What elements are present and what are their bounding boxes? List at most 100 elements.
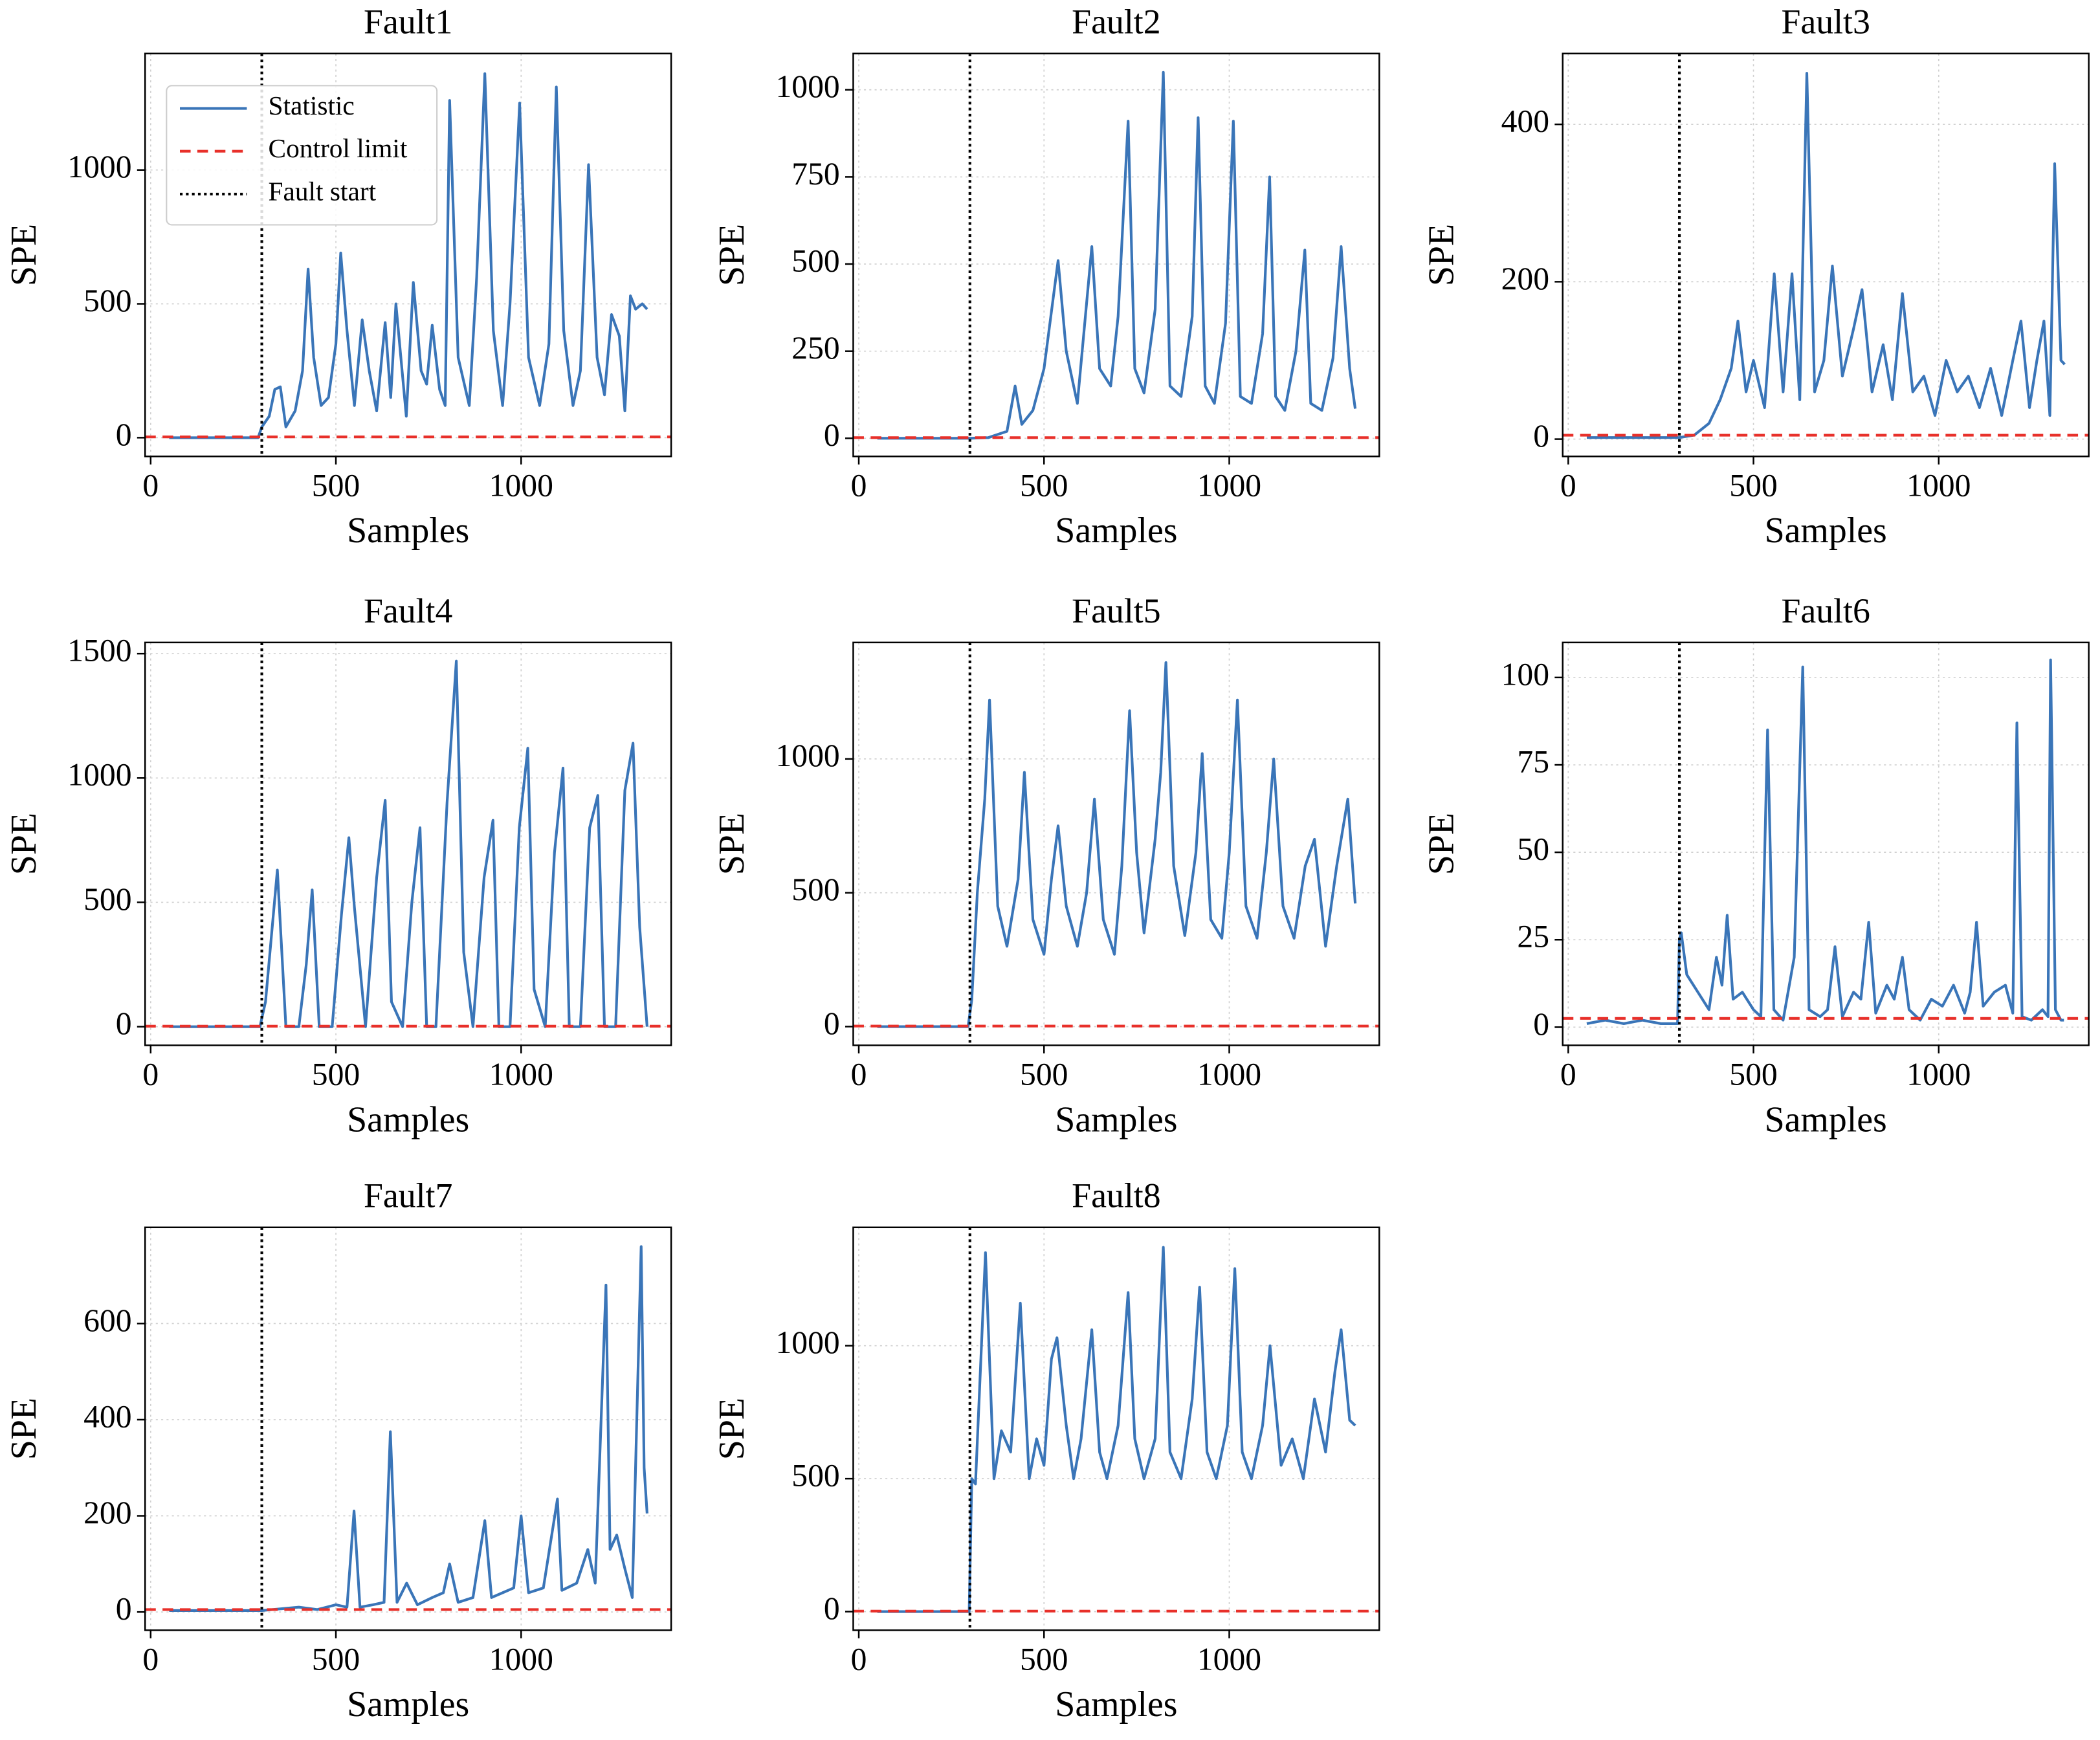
x-tick-label: 500: [312, 1641, 360, 1677]
y-tick-label: 200: [1501, 261, 1549, 296]
subplot: 0 500 1000 0 200 400 Fault3 Samples SPE: [1422, 3, 2090, 551]
subplot: 0 500 1000 0 500 1000 1500 Fault4 Samples SPE: [4, 591, 672, 1140]
x-axis-label: Samples: [347, 1684, 469, 1724]
y-tick-label: 0: [116, 417, 132, 452]
x-axis-label: Samples: [347, 511, 469, 551]
subplot: 0 500 1000 0 25 50 75 100 Fault6 Samples SPE: [1422, 591, 2090, 1140]
y-axis-label: SPE: [4, 1398, 44, 1460]
x-axis-label: Samples: [1055, 1099, 1177, 1140]
legend-label: Control limit: [269, 133, 408, 163]
y-tick-label: 250: [791, 330, 839, 366]
plot-content: [853, 642, 1380, 1046]
y-tick-label: 1000: [776, 738, 840, 773]
x-tick-label: 500: [1729, 467, 1777, 503]
statistic-line: [169, 659, 648, 1028]
y-tick-label: 1500: [67, 633, 131, 668]
y-tick-label: 400: [1501, 104, 1549, 139]
x-tick-label: 0: [851, 1057, 867, 1092]
y-tick-label: 0: [116, 1591, 132, 1627]
axes-frame: [144, 641, 672, 1046]
y-tick-label: 500: [83, 283, 131, 318]
x-tick-label: 1000: [1197, 1057, 1261, 1092]
y-tick-label: 1000: [776, 1325, 840, 1360]
x-axis-label: Samples: [1055, 511, 1177, 551]
x-tick-label: 0: [142, 1057, 159, 1092]
x-axis-label: Samples: [1055, 1684, 1177, 1724]
axes-frame: [852, 1226, 1380, 1631]
y-tick-label: 500: [83, 881, 131, 917]
x-tick-label: 500: [1020, 1641, 1068, 1677]
plot-content: [145, 1227, 672, 1631]
x-tick-label: 1000: [1907, 467, 1971, 503]
axes-frame: [1562, 641, 2090, 1046]
axes-frame: [852, 641, 1380, 1046]
y-tick-label: 0: [116, 1006, 132, 1041]
axes-frame: [852, 52, 1380, 457]
y-tick-label: 0: [824, 417, 840, 453]
y-tick-label: 500: [791, 1458, 839, 1493]
statistic-line: [877, 71, 1357, 440]
chart-title: Fault1: [364, 3, 452, 41]
statistic-line: [877, 661, 1357, 1028]
y-tick-label: 1000: [67, 757, 131, 793]
chart-title: Fault5: [1072, 591, 1160, 630]
x-tick-label: 500: [1020, 1057, 1068, 1092]
statistic-line: [1586, 72, 2066, 439]
plot-area: [1562, 53, 2089, 457]
legend-label: Statistic: [269, 91, 355, 120]
plot-content: [145, 642, 672, 1046]
y-axis-label: SPE: [712, 813, 752, 875]
y-tick-label: 600: [83, 1303, 131, 1338]
plot-content: [853, 1227, 1380, 1631]
x-tick-label: 0: [1560, 467, 1576, 503]
y-tick-label: 400: [83, 1398, 131, 1434]
axes-frame: [144, 52, 672, 457]
axes-frame: [144, 1226, 672, 1631]
x-tick-label: 0: [851, 467, 867, 503]
legend: Statistic Control limit Fault start: [166, 85, 438, 226]
y-tick-label: 500: [791, 243, 839, 278]
x-tick-label: 1000: [1197, 467, 1261, 503]
subplot: 0 500 1000 0 500 1000 Fault5 Samples SPE: [712, 591, 1380, 1140]
x-tick-label: 1000: [489, 467, 553, 503]
y-tick-label: 50: [1517, 831, 1549, 867]
chart-title: Fault7: [364, 1176, 452, 1215]
x-tick-label: 500: [1729, 1057, 1777, 1092]
chart-title: Fault6: [1781, 591, 1870, 630]
y-tick-label: 1000: [67, 149, 131, 184]
y-tick-label: 0: [824, 1006, 840, 1041]
y-tick-label: 500: [791, 872, 839, 907]
y-tick-label: 0: [1533, 1006, 1549, 1042]
y-axis-label: SPE: [712, 224, 752, 286]
y-axis-label: SPE: [1422, 224, 1462, 286]
subplot: 0 500 1000 0 200 400 600 Fault7 Samples SPE: [4, 1176, 672, 1724]
statistic-line: [169, 1245, 648, 1612]
plot-area: [853, 642, 1380, 1046]
x-tick-label: 0: [851, 1641, 867, 1677]
plot-content: [853, 53, 1380, 457]
y-tick-label: 75: [1517, 743, 1549, 779]
y-tick-label: 0: [1533, 418, 1549, 454]
x-axis-label: Samples: [1765, 511, 1887, 551]
statistic-line: [877, 1246, 1356, 1613]
x-axis-label: Samples: [347, 1099, 469, 1140]
subplot: 0 500 1000 0 500 1000 Fault8 Samples SPE: [712, 1176, 1380, 1724]
y-tick-label: 25: [1517, 919, 1549, 954]
x-tick-label: 500: [1020, 467, 1068, 503]
x-tick-label: 1000: [489, 1641, 553, 1677]
x-tick-label: 500: [312, 467, 360, 503]
x-tick-label: 1000: [1907, 1057, 1971, 1092]
subplot: 0 500 1000 0 250 500 750 1000 Fault2 Samples SPE: [712, 3, 1380, 551]
statistic-line: [1586, 658, 2064, 1026]
y-tick-label: 200: [83, 1495, 131, 1530]
y-tick-label: 750: [791, 156, 839, 192]
x-tick-label: 0: [142, 1641, 159, 1677]
plot-content: [1562, 53, 2089, 457]
y-axis-label: SPE: [4, 813, 44, 875]
plot-area: [145, 642, 672, 1046]
y-axis-label: SPE: [712, 1398, 752, 1460]
statistic-line: [169, 72, 648, 439]
plot-area: [853, 53, 1380, 457]
plot-area: [1562, 642, 2089, 1046]
